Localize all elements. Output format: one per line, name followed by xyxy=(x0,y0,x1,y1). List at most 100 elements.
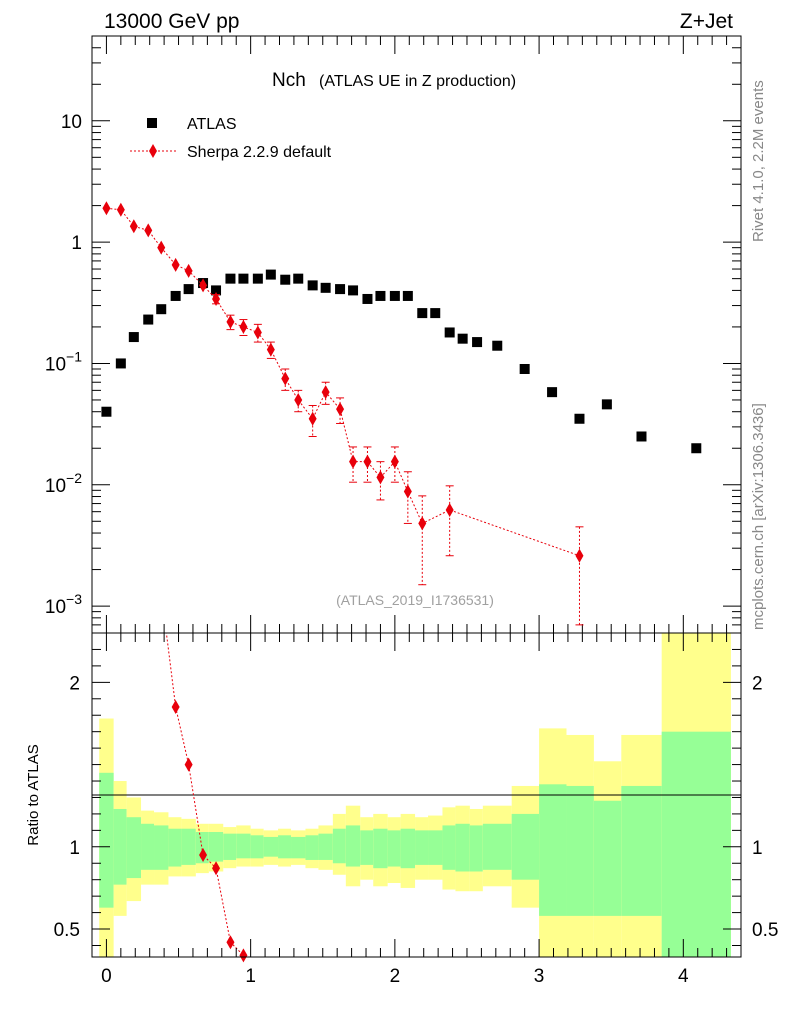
atlas-data-point xyxy=(417,308,428,319)
main-y-tick-label: 10 xyxy=(61,112,82,133)
ratio-band-green xyxy=(482,823,512,870)
sherpa-data-point xyxy=(294,392,303,407)
ratio-band-green xyxy=(661,731,731,957)
chart-title-sub: (ATLAS UE in Z production) xyxy=(319,73,516,90)
ratio-band-green xyxy=(208,832,224,862)
atlas-data-point xyxy=(492,340,503,351)
legend: ATLAS Sherpa 2.2.9 default xyxy=(130,116,332,161)
ratio-y-tick-label-left: 1 xyxy=(69,838,80,859)
ratio-band-green xyxy=(305,835,319,860)
atlas-data-point xyxy=(115,358,126,369)
ratio-band-green xyxy=(415,830,429,865)
legend-sherpa-marker xyxy=(149,144,157,158)
atlas-data-point xyxy=(238,273,249,284)
ratio-sherpa-line xyxy=(165,633,244,956)
ratio-band-green xyxy=(621,785,662,916)
atlas-data-point xyxy=(444,327,455,338)
atlas-data-point xyxy=(156,304,167,315)
atlas-data-point xyxy=(636,431,647,442)
sherpa-data-point xyxy=(376,470,385,485)
sherpa-data-point xyxy=(349,454,358,469)
atlas-data-point xyxy=(601,399,612,410)
ratio-band-green xyxy=(566,785,594,916)
ratio-frame xyxy=(91,632,742,958)
atlas-data-point xyxy=(574,413,585,424)
sherpa-data-point xyxy=(281,371,290,386)
ratio-band-green xyxy=(236,833,251,859)
ratio-band-green xyxy=(455,823,470,872)
sherpa-line xyxy=(106,207,580,557)
sherpa-data-point xyxy=(403,484,412,499)
ratio-x-ticks: 0 1 2 3 4 xyxy=(101,633,728,987)
ratio-band-green xyxy=(593,800,622,916)
ratio-band-green xyxy=(263,836,279,857)
ratio-band-green xyxy=(511,813,540,880)
ratio-band-green xyxy=(99,772,114,908)
ratio-sherpa-point xyxy=(212,861,221,876)
main-y-tick-label: 1 xyxy=(71,233,82,254)
sherpa-data-point xyxy=(308,411,317,426)
sherpa-data-point xyxy=(116,202,125,217)
ratio-band-green xyxy=(278,835,292,859)
sherpa-data-point xyxy=(129,219,138,234)
ratio-band-green xyxy=(373,828,388,869)
ratio-band-green xyxy=(168,828,182,867)
x-tick-label: 4 xyxy=(678,966,689,987)
header-energy-label: 13000 GeV pp xyxy=(104,10,239,33)
ratio-panel: 0.5 0.5 1 1 2 2 0 1 2 3 4 Ratio to ATLAS xyxy=(25,632,778,987)
atlas-data-point xyxy=(430,308,441,319)
main-panel: 10 1 10−1 10−2 10−3 Nch (ATLAS UE in Z produ… xyxy=(45,35,742,634)
ratio-band-green xyxy=(387,830,401,867)
ratio-sherpa-point xyxy=(184,757,193,772)
ratio-band-green xyxy=(539,784,567,916)
ratio-data-layer xyxy=(165,633,248,963)
sherpa-data-point xyxy=(157,240,166,255)
main-y-tick-label: 10−1 xyxy=(45,348,82,375)
ratio-sherpa-point xyxy=(171,700,180,715)
sherpa-data-point xyxy=(184,263,193,278)
sherpa-data-point xyxy=(102,201,111,216)
atlas-data-point xyxy=(472,337,483,348)
sherpa-data-point xyxy=(144,223,153,238)
legend-atlas-label: ATLAS xyxy=(187,116,237,133)
ratio-y-tick-label-left: 2 xyxy=(69,673,80,694)
sherpa-data-point xyxy=(239,319,248,334)
atlas-data-point xyxy=(280,274,291,285)
main-y-ticks: 10 1 10−1 10−2 10−3 xyxy=(45,35,741,634)
atlas-data-point xyxy=(293,273,304,284)
atlas-data-point xyxy=(389,290,400,301)
main-y-tick-label: 10−2 xyxy=(45,470,82,497)
ratio-band-green xyxy=(223,833,237,860)
ratio-band-green xyxy=(318,833,333,860)
ratio-y-tick-label-right: 0.5 xyxy=(752,920,778,941)
ratio-band-green xyxy=(428,830,443,865)
sherpa-data-point xyxy=(321,385,330,400)
ratio-band-green xyxy=(154,825,169,870)
atlas-data-point xyxy=(143,314,154,325)
main-x-ticks xyxy=(105,36,728,633)
ratio-y-tick-label-right: 1 xyxy=(752,838,763,859)
atlas-data-point xyxy=(335,284,346,295)
ratio-band-green xyxy=(360,830,374,865)
x-tick-label: 1 xyxy=(245,966,256,987)
ratio-band-green xyxy=(141,823,155,870)
rivet-version-label: Rivet 4.1.0, 2.2M events xyxy=(750,80,767,242)
mcplots-reference-label: mcplots.cern.ch [arXiv:1306.3436] xyxy=(750,403,767,630)
atlas-data-point xyxy=(183,284,194,295)
legend-atlas-marker xyxy=(147,118,157,128)
ratio-band-green xyxy=(442,825,456,870)
atlas-data-point xyxy=(402,290,413,301)
ratio-y-axis-label: Ratio to ATLAS xyxy=(25,744,42,845)
ratio-y-tick-label-right: 2 xyxy=(752,673,763,694)
atlas-data-point xyxy=(691,443,702,454)
atlas-data-point xyxy=(225,273,236,284)
atlas-data-point xyxy=(307,280,318,291)
sherpa-data-point xyxy=(418,516,427,531)
atlas-data-point xyxy=(211,285,222,296)
ratio-sherpa-point xyxy=(199,848,208,863)
atlas-data-point xyxy=(252,273,263,284)
ratio-band-green xyxy=(400,828,416,869)
ratio-band-green xyxy=(113,808,127,885)
x-tick-label: 3 xyxy=(534,966,545,987)
